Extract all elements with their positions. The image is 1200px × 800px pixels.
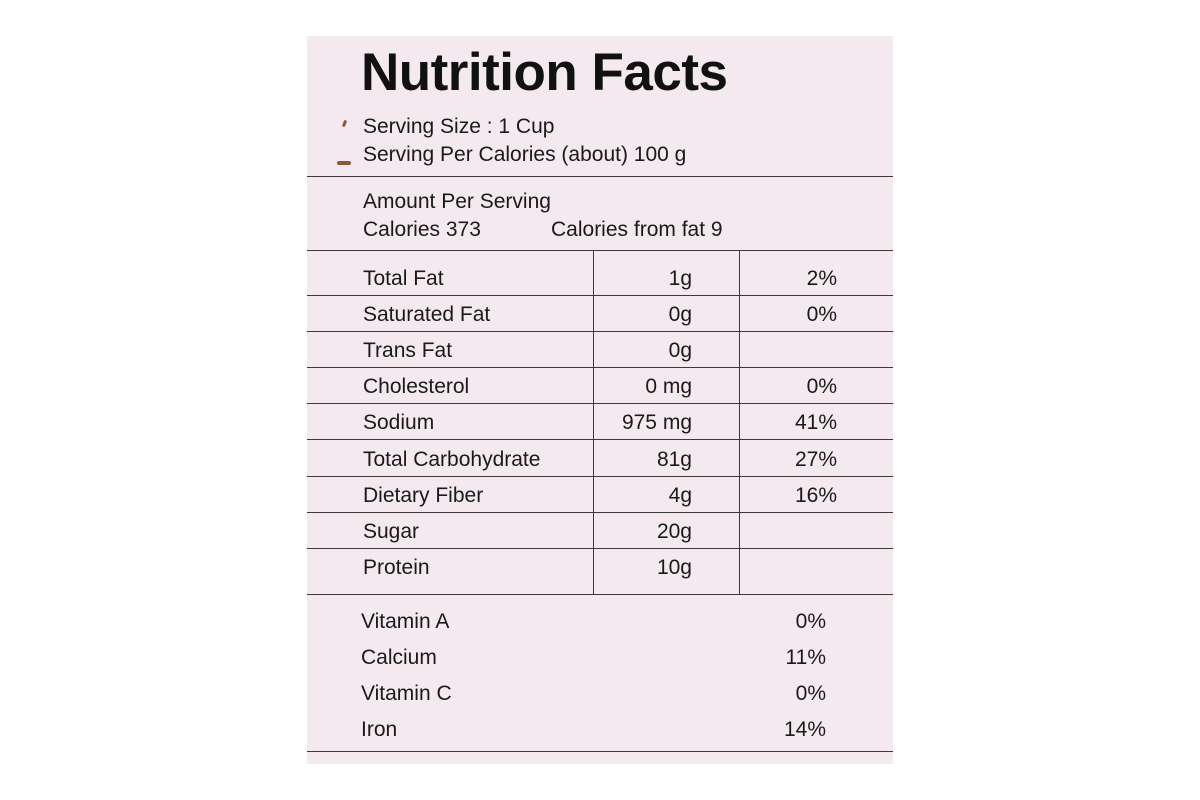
label-title: Nutrition Facts xyxy=(361,43,728,102)
nutrient-amount: 0 mg xyxy=(645,375,692,398)
table-top-border xyxy=(307,250,893,251)
nutrient-daily-value: 2% xyxy=(806,267,837,290)
table-row: Saturated Fat 0g 0% xyxy=(307,296,893,332)
nutrient-amount: 0g xyxy=(668,339,692,362)
nutrient-name: Total Fat xyxy=(363,267,444,290)
table-row: Sugar 20g xyxy=(307,513,893,549)
row-divider xyxy=(307,331,893,332)
vitamin-daily-value: 0% xyxy=(795,682,826,705)
nutrient-name: Protein xyxy=(363,556,430,579)
nutrient-amount: 10g xyxy=(656,556,692,579)
nutrient-name: Cholesterol xyxy=(363,375,470,398)
ink-speck xyxy=(341,119,348,128)
nutrient-amount: 20g xyxy=(656,520,692,543)
label-bottom-border xyxy=(307,751,893,752)
table-row: Dietary Fiber 4g 16% xyxy=(307,477,893,513)
table-bottom-border xyxy=(307,594,893,595)
nutrient-daily-value: 16% xyxy=(794,484,837,507)
vitamin-name: Vitamin C xyxy=(361,682,452,705)
nutrient-name: Trans Fat xyxy=(363,339,453,362)
calories: Calories 373 xyxy=(363,218,481,241)
vitamin-name: Vitamin A xyxy=(361,610,450,633)
table-row: Sodium 975 mg 41% xyxy=(307,404,893,440)
serving-size: Serving Size : 1 Cup xyxy=(363,115,555,138)
nutrient-amount: 1g xyxy=(668,267,692,290)
row-divider xyxy=(307,439,893,440)
nutrient-daily-value: 41% xyxy=(794,411,837,434)
nutrient-daily-value: 27% xyxy=(794,448,837,471)
list-item: Calcium 11% xyxy=(307,640,893,676)
row-divider xyxy=(307,548,893,549)
row-divider xyxy=(307,403,893,404)
table-row: Total Carbohydrate 81g 27% xyxy=(307,441,893,477)
nutrient-daily-value: 0% xyxy=(806,303,837,326)
divider xyxy=(307,176,893,177)
vitamin-name: Calcium xyxy=(361,646,437,669)
calories-from-fat: Calories from fat 9 xyxy=(551,218,723,241)
list-item: Vitamin C 0% xyxy=(307,676,893,712)
row-divider xyxy=(307,367,893,368)
nutrient-name: Dietary Fiber xyxy=(363,484,484,507)
amount-per-serving: Amount Per Serving xyxy=(363,190,551,213)
vitamin-name: Iron xyxy=(361,718,398,741)
row-divider xyxy=(307,295,893,296)
list-item: Vitamin A 0% xyxy=(307,604,893,640)
nutrient-name: Saturated Fat xyxy=(363,303,491,326)
nutrient-amount: 0g xyxy=(668,303,692,326)
nutrition-label: Nutrition Facts Serving Size : 1 Cup Ser… xyxy=(307,36,893,764)
nutrient-daily-value: 0% xyxy=(806,375,837,398)
column-divider xyxy=(593,250,594,594)
table-row: Trans Fat 0g xyxy=(307,332,893,368)
table-row: Protein 10g xyxy=(307,549,893,585)
nutrient-amount: 81g xyxy=(656,448,692,471)
ink-speck xyxy=(337,161,351,165)
vitamin-daily-value: 14% xyxy=(783,718,826,741)
row-divider xyxy=(307,512,893,513)
table-row: Total Fat 1g 2% xyxy=(307,260,893,296)
vitamin-daily-value: 0% xyxy=(795,610,826,633)
nutrient-name: Sodium xyxy=(363,411,435,434)
list-item: Iron 14% xyxy=(307,712,893,748)
column-divider xyxy=(739,250,740,594)
nutrient-amount: 4g xyxy=(668,484,692,507)
nutrient-name: Total Carbohydrate xyxy=(363,448,541,471)
vitamin-daily-value: 11% xyxy=(785,646,826,669)
nutrient-amount: 975 mg xyxy=(621,411,692,434)
servings-per-container: Serving Per Calories (about) 100 g xyxy=(363,143,687,166)
nutrient-name: Sugar xyxy=(363,520,420,543)
table-row: Cholesterol 0 mg 0% xyxy=(307,368,893,404)
row-divider xyxy=(307,476,893,477)
